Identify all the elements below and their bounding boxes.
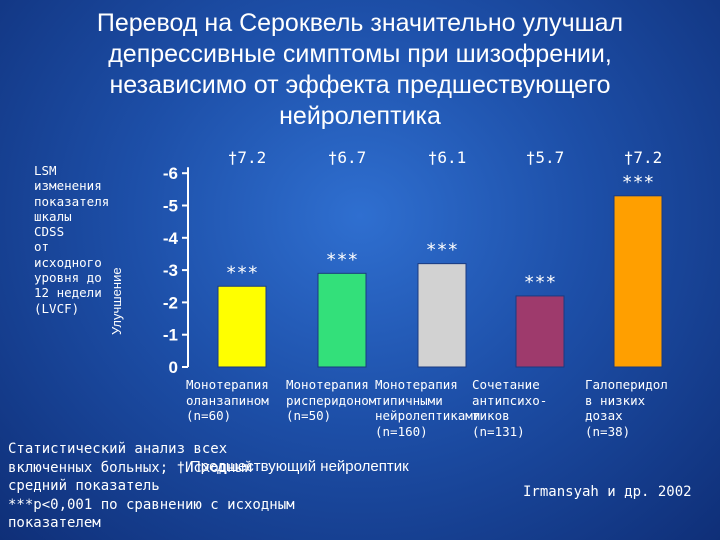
category-label: Монотерапия оланзапином (n=60): [186, 377, 269, 423]
significance-label: ***: [426, 240, 459, 261]
y-tick-label: -1: [163, 326, 178, 345]
footnote-line: средний показатель: [8, 478, 160, 494]
y-axis-label-line: исходного: [34, 254, 102, 270]
y-tick-label: -6: [163, 164, 178, 183]
citation: Irmansyah и др. 2002: [523, 484, 692, 500]
bar: [515, 295, 565, 368]
bar: [613, 195, 663, 368]
y-axis-label: LSM изменения показателя шкалы CDSS от и…: [34, 163, 119, 316]
bar: [217, 285, 267, 368]
bars: †7.2 *** †6.7 *** †6.1 *** †5.7 *** †7.2 ***: [217, 148, 663, 368]
footnote: Статистический анализ всех включенных бо…: [8, 440, 368, 533]
y-tick-label: -2: [163, 293, 178, 312]
y-tick-label: -5: [163, 197, 178, 216]
baseline-label: †5.7: [526, 148, 565, 167]
footnote-line: показателем: [8, 515, 101, 531]
baseline-label: †7.2: [228, 148, 267, 167]
y-axis-label-line: CDSS: [34, 224, 65, 240]
baseline-label: †7.2: [624, 148, 663, 167]
bar: [417, 263, 467, 368]
significance-label: ***: [622, 172, 655, 193]
significance-label: ***: [524, 272, 557, 293]
previous-neuroleptic-label: Предшествующий нейролептик: [190, 458, 409, 475]
y-tick-label: 0: [169, 358, 178, 377]
y-axis-label-line: LSM: [34, 163, 57, 178]
y-axis-label-line: шкалы: [34, 208, 72, 224]
baseline-label: †6.7: [328, 148, 367, 167]
footnote-line: включенных больных; †Исходный: [8, 459, 253, 476]
category-label: Монотерапия рисперидоном (n=50): [286, 377, 377, 423]
y-tick-label: -3: [163, 261, 178, 280]
title-line: независимо от эффекта предшествующего: [109, 71, 611, 99]
y-tick-label: -4: [163, 229, 179, 248]
y-axis-label-line: (LVCF): [34, 300, 80, 316]
significance-label: ***: [226, 262, 259, 283]
category-label: Галоперидол в низких дозах (n=38): [585, 377, 668, 439]
y-axis: -6 -5 -4 -3 -2 -1 0: [163, 164, 189, 377]
y-axis-label-line: от: [34, 239, 50, 255]
y-axis-label-line: изменения: [34, 178, 102, 194]
y-axis-label-line: показателя: [34, 193, 110, 209]
chart-title: Перевод на Сероквель значительно улучшал…: [60, 8, 660, 132]
footnote-line: Статистический анализ всех: [8, 441, 228, 457]
baseline-label: †6.1: [428, 148, 467, 167]
bar: [317, 272, 367, 368]
y-axis-label-line: 12 недели: [34, 285, 102, 301]
significance-label: ***: [326, 249, 359, 270]
y-axis-label-line: уровня до: [34, 270, 102, 286]
title-line: нейролептика: [279, 102, 441, 130]
category-label: Сочетание антипсихо- тиков (n=131): [472, 377, 548, 439]
title-line: Перевод на Сероквель значительно улучшал: [96, 9, 624, 37]
category-label: Монотерапия типичными нейролептиками (n=…: [375, 377, 481, 439]
title-line: депрессивные симптомы при шизофрении,: [108, 40, 612, 68]
footnote-line: ***p<0,001 по сравнению с исходным: [8, 496, 295, 513]
